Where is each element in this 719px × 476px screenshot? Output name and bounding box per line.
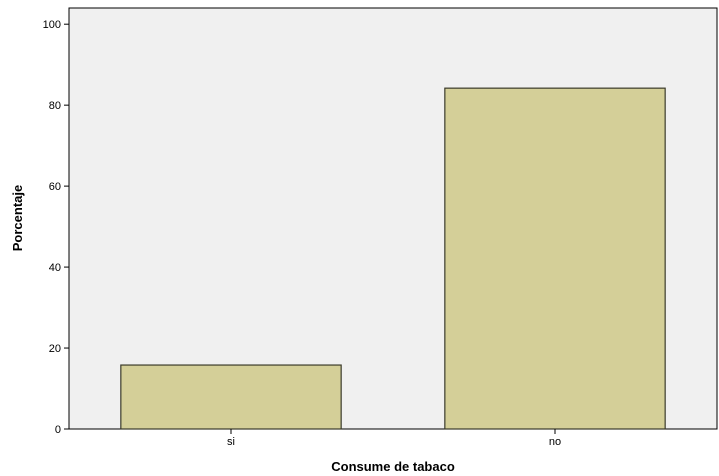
x-tick-label: no: [549, 436, 561, 448]
bar-si: [120, 364, 342, 430]
x-axis-title: Consume de tabaco: [331, 459, 455, 474]
y-tick-label: 0: [55, 424, 61, 436]
x-tick-label: si: [227, 436, 235, 448]
bars-group: [120, 87, 666, 430]
y-axis: 0 20 40 60 80 100: [43, 19, 69, 436]
bar-no: [444, 87, 666, 430]
y-tick-label: 40: [49, 262, 61, 274]
x-axis: si no: [227, 429, 561, 448]
y-axis-title: Porcentaje: [10, 185, 25, 251]
y-tick-label: 20: [49, 343, 61, 355]
y-tick-label: 60: [49, 181, 61, 193]
y-tick-label: 80: [49, 100, 61, 112]
y-tick-label: 100: [43, 19, 61, 31]
